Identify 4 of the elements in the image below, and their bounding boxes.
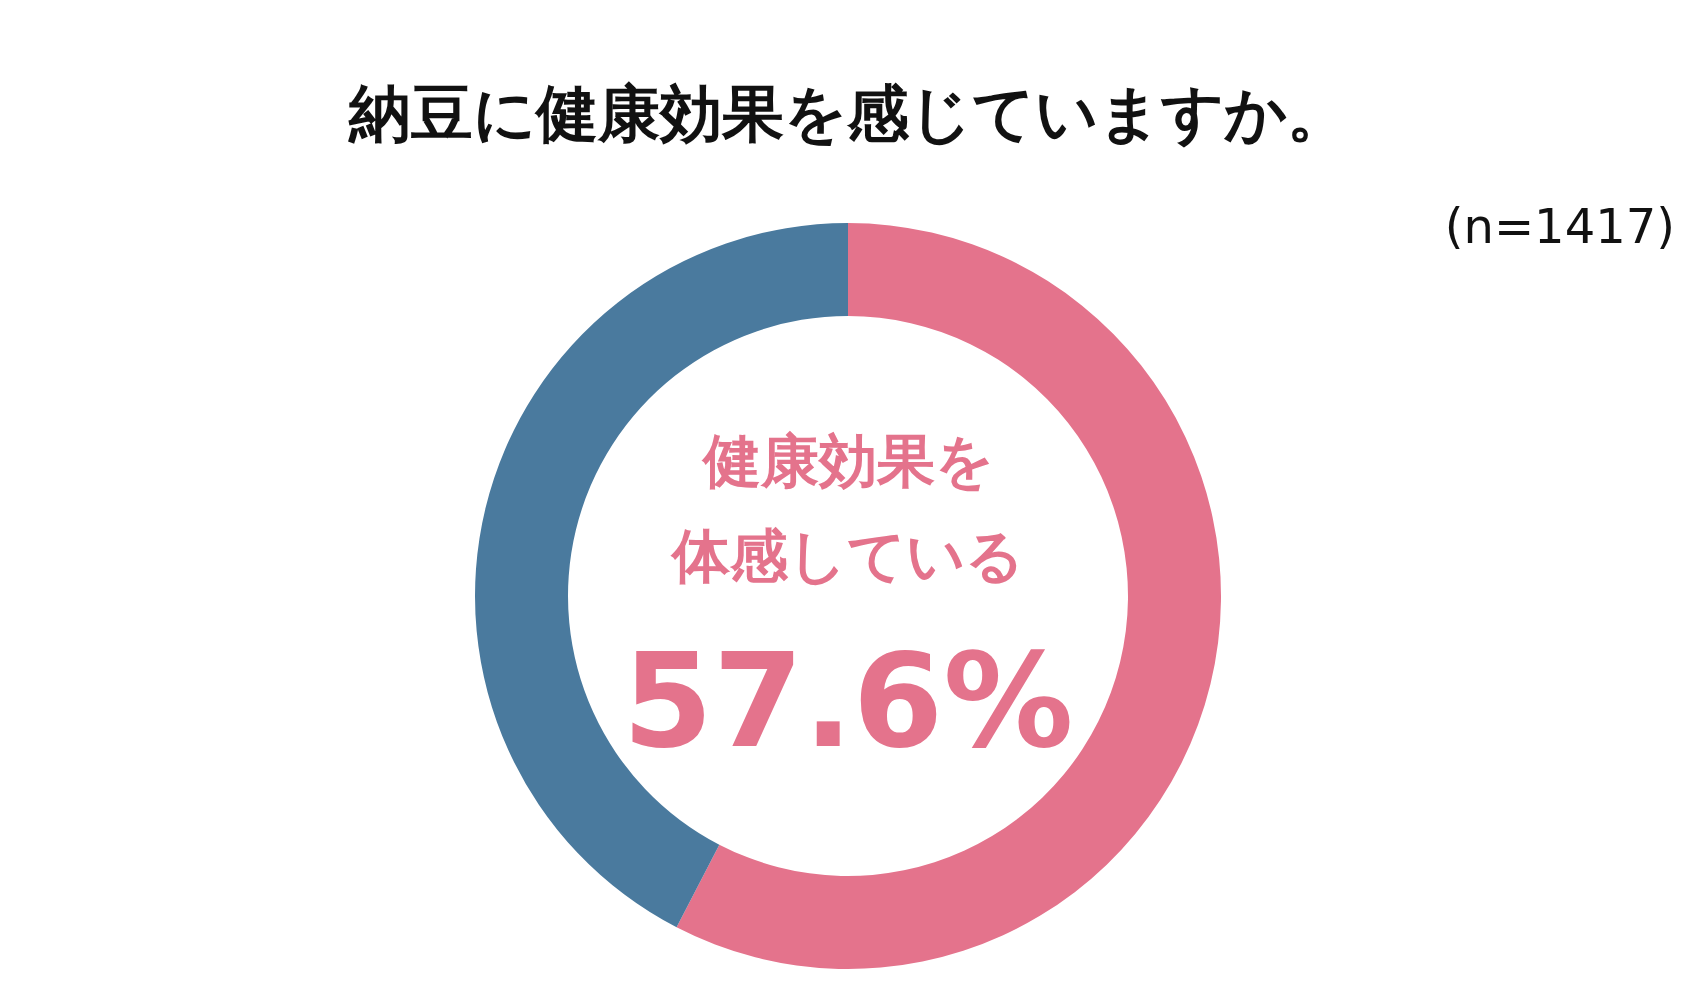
- text: (n=1417): [1444, 198, 1675, 254]
- chart-title: 納豆に健康効果を感じていますか。: [347, 77, 1349, 150]
- data-label: 57.6%: [622, 625, 1074, 777]
- slice-label: 健康効果を体感している: [670, 427, 1024, 590]
